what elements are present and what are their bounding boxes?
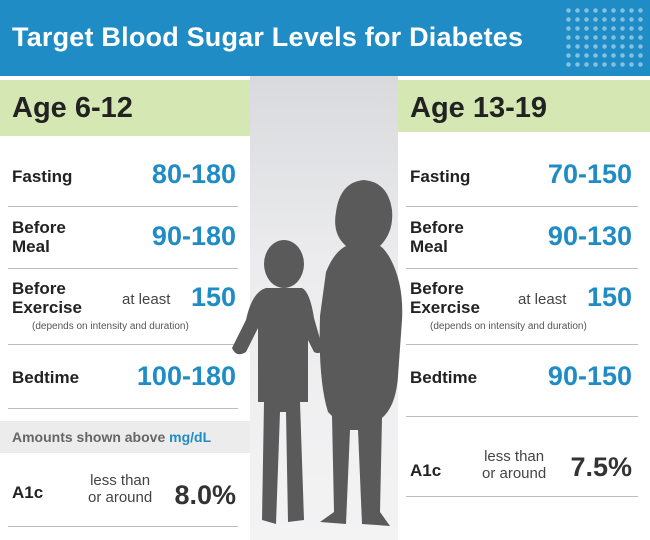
a1c-value: 7.5% — [570, 452, 632, 482]
fasting-label: Fasting — [12, 167, 73, 186]
row-divider — [406, 344, 638, 345]
before-meal-value: 90-130 — [547, 221, 632, 251]
row-divider — [406, 268, 638, 269]
before-exercise-prefix: at least — [518, 291, 567, 308]
page-title: Target Blood Sugar Levels for Diabetes — [12, 22, 524, 52]
age-label: Age 6-12 — [12, 92, 133, 124]
a1c-label: A1c — [12, 483, 44, 502]
a1c-prefix: less than or around — [88, 472, 153, 506]
before-exercise-value: 150 — [586, 282, 632, 312]
child-and-teen-silhouette-icon — [232, 180, 403, 526]
before-exercise-prefix: at least — [122, 291, 171, 308]
age-label: Age 13-19 — [410, 92, 548, 124]
row-divider — [406, 416, 638, 417]
units-note-bar: Amounts shown above mg/dL — [0, 421, 250, 453]
units-note-text: Amounts shown above — [12, 429, 166, 445]
a1c-value: 8.0% — [174, 480, 236, 510]
before-meal-value: 90-180 — [151, 221, 236, 251]
child-silhouette — [232, 240, 322, 524]
fasting-label: Fasting — [410, 167, 471, 186]
age-13-19-panel: Age 13-19 Fasting 70-150 Before Meal 90-… — [398, 76, 650, 540]
bedtime-value: 100-180 — [136, 361, 236, 391]
row-divider — [8, 206, 238, 207]
before-exercise-label: Before Exercise — [410, 279, 480, 317]
teen-silhouette — [319, 180, 403, 526]
before-meal-label: Before Meal — [410, 218, 464, 256]
row-divider — [8, 344, 238, 345]
age-6-12-panel: Age 6-12 Fasting 80-180 Before Meal 90-1… — [0, 76, 250, 540]
decorative-dot-pattern — [564, 6, 644, 70]
row-divider — [406, 496, 638, 497]
bedtime-label: Bedtime — [410, 368, 478, 387]
bedtime-value: 90-150 — [547, 361, 632, 391]
row-divider — [8, 268, 238, 269]
before-exercise-note: (depends on intensity and duration) — [430, 321, 587, 332]
row-divider — [8, 526, 238, 527]
before-exercise-note: (depends on intensity and duration) — [32, 321, 189, 332]
age-header-bar: Age 13-19 — [398, 80, 650, 132]
age-header-bar: Age 6-12 — [0, 80, 250, 136]
before-meal-label: Before Meal — [12, 218, 66, 256]
a1c-prefix: less than or around — [482, 448, 547, 482]
row-divider — [8, 408, 238, 409]
bedtime-label: Bedtime — [12, 368, 80, 387]
header-banner: Target Blood Sugar Levels for Diabetes — [0, 0, 650, 76]
before-exercise-label: Before Exercise — [12, 279, 82, 317]
units-note: Amounts shown above mg/dL — [12, 429, 211, 445]
a1c-label: A1c — [410, 461, 442, 480]
before-exercise-value: 150 — [190, 282, 236, 312]
fasting-value: 80-180 — [151, 159, 236, 189]
fasting-value: 70-150 — [547, 159, 632, 189]
units-note-unit: mg/dL — [169, 429, 212, 445]
row-divider — [406, 206, 638, 207]
